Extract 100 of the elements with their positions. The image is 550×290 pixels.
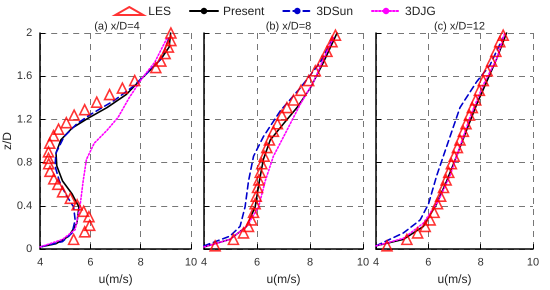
point <box>424 214 436 226</box>
point <box>64 192 76 204</box>
y-tick-label: 2 <box>26 27 32 39</box>
point <box>48 130 60 142</box>
point <box>83 210 95 222</box>
point <box>490 46 502 58</box>
point <box>326 36 338 48</box>
point <box>401 234 413 246</box>
point <box>486 55 498 67</box>
point <box>261 142 273 154</box>
point <box>71 199 83 211</box>
point <box>228 234 240 246</box>
point <box>432 198 444 210</box>
point <box>52 123 64 135</box>
point <box>56 186 68 198</box>
point <box>90 96 103 108</box>
y-axis-title: z/D <box>0 132 14 150</box>
point <box>442 166 455 178</box>
point <box>295 84 307 96</box>
point <box>494 36 506 48</box>
point <box>150 62 162 74</box>
point <box>42 158 55 170</box>
point <box>165 27 177 39</box>
point <box>42 152 54 164</box>
point <box>249 198 261 210</box>
point <box>470 94 482 106</box>
point <box>481 65 494 77</box>
point <box>48 173 60 185</box>
point <box>452 142 464 154</box>
point <box>256 158 268 170</box>
point <box>434 190 446 202</box>
point <box>84 220 96 232</box>
point <box>246 214 258 226</box>
point <box>330 29 342 41</box>
point <box>42 146 54 158</box>
x-tick-label: 10 <box>356 256 370 269</box>
point <box>454 134 466 146</box>
point <box>128 74 140 86</box>
point <box>253 174 265 186</box>
point <box>458 126 470 138</box>
point <box>104 88 116 100</box>
x-tick-label: 8 <box>306 256 314 269</box>
y-tick-label: 0 <box>26 243 32 256</box>
point <box>159 48 171 60</box>
point <box>78 226 90 238</box>
x-tick-label: 4 <box>200 256 208 269</box>
point <box>52 178 64 190</box>
point <box>310 65 322 77</box>
point <box>258 150 270 162</box>
point <box>438 182 450 194</box>
y-tick-label: 0.4 <box>16 200 32 212</box>
point <box>446 158 458 170</box>
y-tick-label: 0.8 <box>16 156 32 169</box>
point <box>60 116 72 128</box>
point <box>78 205 90 218</box>
y-tick-label: 1.2 <box>16 113 32 126</box>
point <box>242 220 254 232</box>
point <box>268 126 280 138</box>
legend-label: 3DJG <box>405 4 436 18</box>
point <box>252 182 264 194</box>
point <box>464 109 476 121</box>
x-axis-title: u(m/s) <box>266 272 300 286</box>
point <box>44 166 56 178</box>
point <box>248 206 260 218</box>
legend-label: LES <box>148 4 171 18</box>
chart-title: (a) x/D=4 <box>94 20 140 32</box>
point <box>44 137 56 150</box>
point <box>68 109 80 121</box>
point <box>116 82 128 94</box>
point <box>316 55 328 67</box>
point <box>448 150 460 162</box>
point <box>78 104 90 116</box>
legend-label: 3DSun <box>316 4 354 18</box>
point <box>209 240 221 252</box>
point <box>477 74 490 86</box>
point <box>412 227 424 239</box>
chart-title: (c) x/D=12 <box>434 20 486 32</box>
point <box>321 46 333 58</box>
point <box>281 102 293 114</box>
point <box>288 94 300 106</box>
x-tick-label: 4 <box>37 256 44 269</box>
point <box>419 220 431 232</box>
x-tick-label: 10 <box>184 256 198 269</box>
point <box>497 29 509 41</box>
point <box>264 134 276 146</box>
point <box>250 190 262 202</box>
x-tick-label: 6 <box>87 256 94 269</box>
x-tick-label: 6 <box>254 256 260 269</box>
point <box>381 240 393 252</box>
x-tick-label: 6 <box>425 256 432 269</box>
y-tick-label: 1.6 <box>16 70 32 82</box>
point <box>68 234 80 246</box>
x-tick-label: 8 <box>478 256 484 269</box>
x-tick-label: 4 <box>372 256 380 269</box>
point <box>302 74 314 86</box>
point <box>466 102 478 114</box>
x-axis-title: u(m/s) <box>438 272 472 286</box>
x-axis-title: u(m/s) <box>98 272 133 286</box>
point <box>162 41 174 53</box>
point <box>272 118 284 130</box>
